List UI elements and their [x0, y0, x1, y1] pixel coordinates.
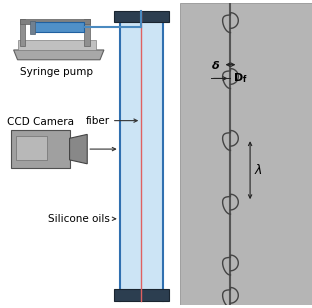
Text: fiber: fiber	[86, 116, 110, 126]
Text: $\boldsymbol{\delta}$: $\boldsymbol{\delta}$	[211, 59, 220, 71]
Text: Syringe pump: Syringe pump	[20, 67, 93, 77]
Text: $\mathbf{D_f}$: $\mathbf{D_f}$	[233, 71, 248, 85]
Bar	[114, 11, 169, 22]
Bar	[33, 22, 84, 32]
Text: $\lambda$: $\lambda$	[254, 163, 263, 177]
Bar	[121, 22, 162, 290]
Text: CCD Camera: CCD Camera	[7, 116, 74, 127]
Bar	[20, 18, 90, 24]
Bar	[16, 136, 47, 160]
Polygon shape	[14, 50, 104, 60]
Bar	[30, 21, 35, 34]
Polygon shape	[70, 134, 87, 164]
Text: Silicone oils: Silicone oils	[48, 214, 110, 224]
Bar	[17, 40, 96, 50]
Bar	[20, 18, 25, 46]
Bar	[180, 3, 312, 305]
Bar	[114, 290, 169, 301]
Bar	[11, 131, 70, 168]
Bar	[84, 18, 90, 46]
